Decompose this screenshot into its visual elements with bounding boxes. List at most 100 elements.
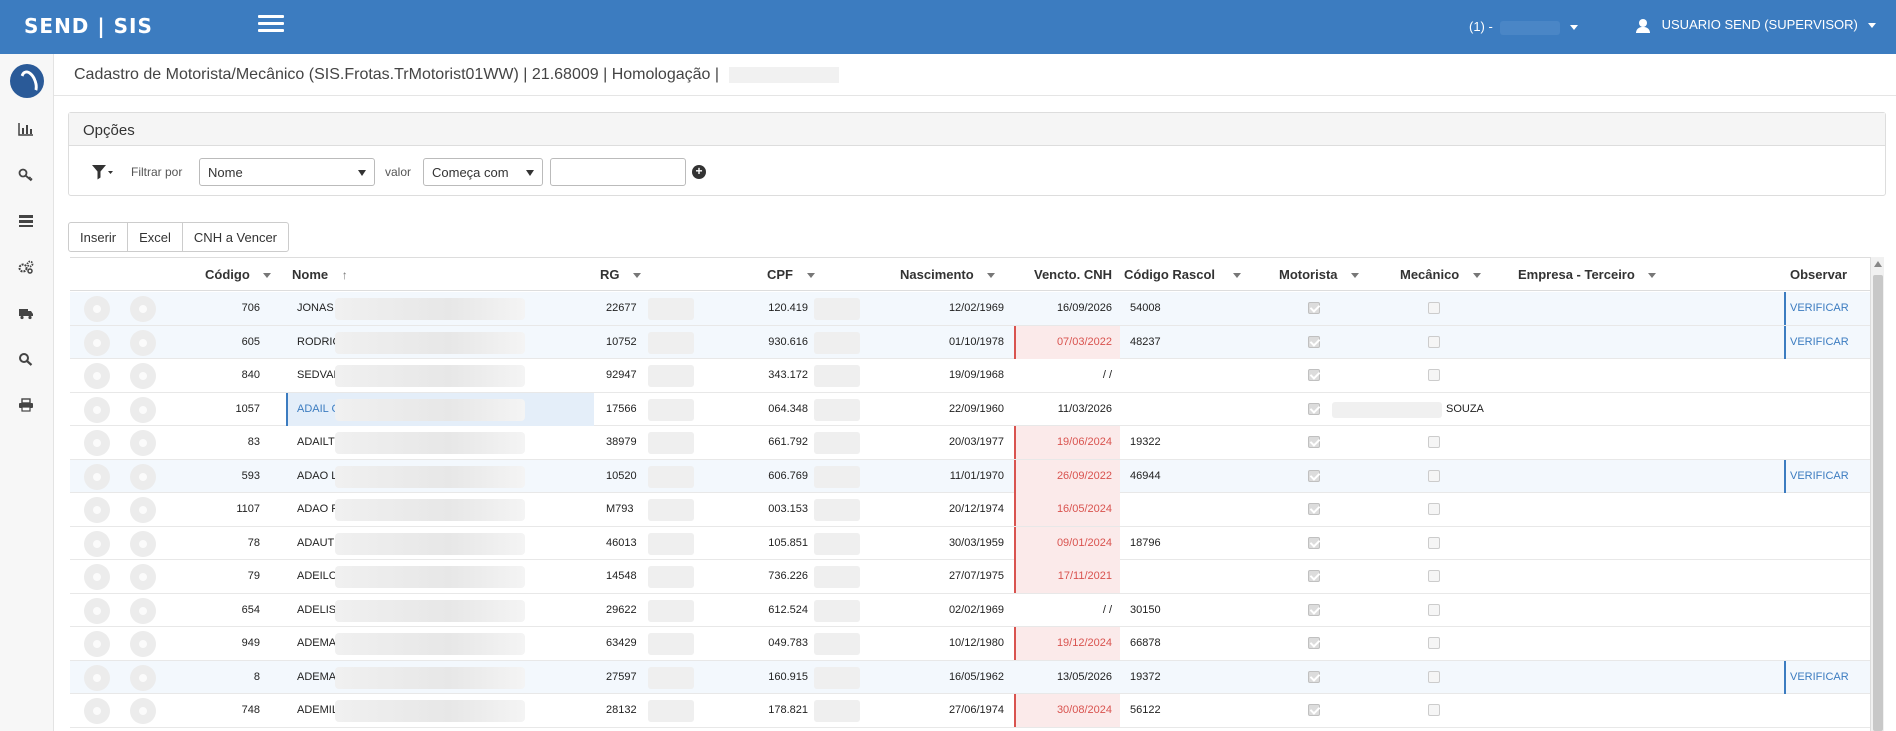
mecanico-checkbox[interactable] [1428,369,1440,381]
edit-button[interactable] [130,296,156,322]
col-mecanico[interactable]: Mecânico [1400,267,1481,282]
view-button[interactable] [84,698,110,724]
key-icon[interactable] [16,168,36,186]
mecanico-checkbox[interactable] [1428,570,1440,582]
insert-button[interactable]: Inserir [68,222,129,252]
table-row[interactable]: 1107 ADAO F M793 003.153 20/12/1974 16/05/202… [70,493,1870,527]
verificar-link[interactable]: VERIFICAR [1790,335,1849,348]
motorista-checkbox[interactable] [1308,369,1320,381]
cell-nome[interactable]: ADAO F [297,503,338,515]
cell-nome[interactable]: ADAIL C [297,402,340,415]
scroll-thumb[interactable] [1873,275,1883,731]
cell-nome[interactable]: ADAO L [297,469,338,482]
mecanico-checkbox[interactable] [1428,637,1440,649]
col-empresa-terceiro[interactable]: Empresa - Terceiro [1518,267,1657,282]
filter-funnel-icon[interactable] [91,164,113,180]
col-codigo[interactable]: Código [205,267,272,282]
verificar-link[interactable]: VERIFICAR [1790,469,1849,482]
motorista-checkbox[interactable] [1308,335,1320,348]
table-row[interactable]: 748 ADEMIL 28132 178.821 27/06/1974 30/08/202… [70,694,1870,728]
cell-nome[interactable]: ADEMA [297,637,337,649]
print-icon[interactable] [16,398,36,416]
gears-icon[interactable] [16,260,36,278]
filter-value-input[interactable] [550,158,686,186]
col-rg[interactable]: RG [600,267,642,282]
cell-nome[interactable]: ADEMIL [297,704,338,716]
cell-nome[interactable]: RODRIG [297,335,341,348]
view-button[interactable] [84,329,110,356]
table-row[interactable]: 83 ADAILT 38979 661.792 20/03/1977 19/06/2024… [70,426,1870,460]
edit-button[interactable] [130,430,156,456]
excel-button[interactable]: Excel [127,222,183,252]
chart-icon[interactable] [16,122,36,140]
logo-icon[interactable] [10,64,44,98]
table-scrollbar[interactable] [1870,257,1884,731]
table-row[interactable]: 593 ADAO L 10520 606.769 11/01/1970 26/09/202… [70,459,1870,493]
view-button[interactable] [84,430,110,456]
motorista-checkbox[interactable] [1308,302,1320,314]
col-nascimento[interactable]: Nascimento [900,267,996,282]
motorista-checkbox[interactable] [1308,469,1320,482]
table-row[interactable]: 654 ADELIS 29622 612.524 02/02/1969 / / 30150 [70,594,1870,627]
edit-button[interactable] [130,497,156,523]
motorista-checkbox[interactable] [1308,637,1320,649]
motorista-checkbox[interactable] [1308,670,1320,683]
filter-field-select[interactable]: Nome [199,158,375,186]
cell-nome[interactable]: ADAILT [297,436,335,448]
edit-button[interactable] [130,597,156,624]
user-menu[interactable]: USUARIO SEND (SUPERVISOR) [1636,17,1876,33]
brand-logo[interactable]: SEND | SIS [24,14,153,38]
hamburger-menu-icon[interactable] [258,15,284,35]
list-icon[interactable] [16,214,36,232]
table-row[interactable]: 605 RODRIG 10752 930.616 01/10/1978 07/03/202… [70,325,1870,359]
motorista-checkbox[interactable] [1308,704,1320,716]
search-icon[interactable] [16,352,36,370]
col-vencto-cnh[interactable]: Vencto. CNH [1034,267,1113,282]
motorista-checkbox[interactable] [1308,436,1320,448]
edit-button[interactable] [130,363,156,389]
col-nome[interactable]: Nome ↑ [292,267,348,282]
motorista-checkbox[interactable] [1308,503,1320,515]
table-row[interactable]: 78 ADAUT 46013 105.851 30/03/1959 09/01/2024 1… [70,526,1870,560]
view-button[interactable] [84,597,110,624]
cnh-expiring-button[interactable]: CNH a Vencer [181,222,290,252]
col-codigo-rascol[interactable]: Código Rascol [1124,267,1241,282]
cell-nome[interactable]: ADEILC [297,570,337,582]
mecanico-checkbox[interactable] [1428,704,1440,716]
view-button[interactable] [84,631,110,657]
table-row[interactable]: 706 JONAS 22677 120.419 12/02/1969 16/09/2026… [70,292,1870,326]
edit-button[interactable] [130,631,156,657]
motorista-checkbox[interactable] [1308,402,1320,415]
mecanico-checkbox[interactable] [1428,536,1440,549]
cell-nome[interactable]: ADELIS [297,603,337,616]
view-button[interactable] [84,664,110,691]
edit-button[interactable] [130,396,156,423]
view-button[interactable] [84,564,110,590]
edit-button[interactable] [130,329,156,356]
view-button[interactable] [84,296,110,322]
motorista-checkbox[interactable] [1308,570,1320,582]
truck-icon[interactable] [16,306,36,324]
cell-nome[interactable]: JONAS [297,302,334,314]
edit-button[interactable] [130,664,156,691]
mecanico-checkbox[interactable] [1428,335,1440,348]
table-row[interactable]: 1057 ADAIL C 17566 064.348 22/09/1960 11/03/2… [70,392,1870,426]
view-button[interactable] [84,497,110,523]
mecanico-checkbox[interactable] [1428,469,1440,482]
view-button[interactable] [84,530,110,557]
col-cpf[interactable]: CPF [767,267,815,282]
edit-button[interactable] [130,698,156,724]
table-row[interactable]: 840 SEDVAL 92947 343.172 19/09/1968 / / [70,359,1870,393]
edit-button[interactable] [130,530,156,557]
table-row[interactable]: 949 ADEMA 63429 049.783 10/12/1980 19/12/2024… [70,627,1870,661]
motorista-checkbox[interactable] [1308,603,1320,616]
operator-select[interactable]: Começa com [423,158,543,186]
edit-button[interactable] [130,463,156,490]
view-button[interactable] [84,463,110,490]
col-observar[interactable]: Observar [1790,267,1848,282]
edit-button[interactable] [130,564,156,590]
add-filter-plus-icon[interactable]: + [692,165,706,179]
mecanico-checkbox[interactable] [1428,603,1440,616]
motorista-checkbox[interactable] [1308,536,1320,549]
company-selector[interactable]: (1) - [1469,19,1579,35]
